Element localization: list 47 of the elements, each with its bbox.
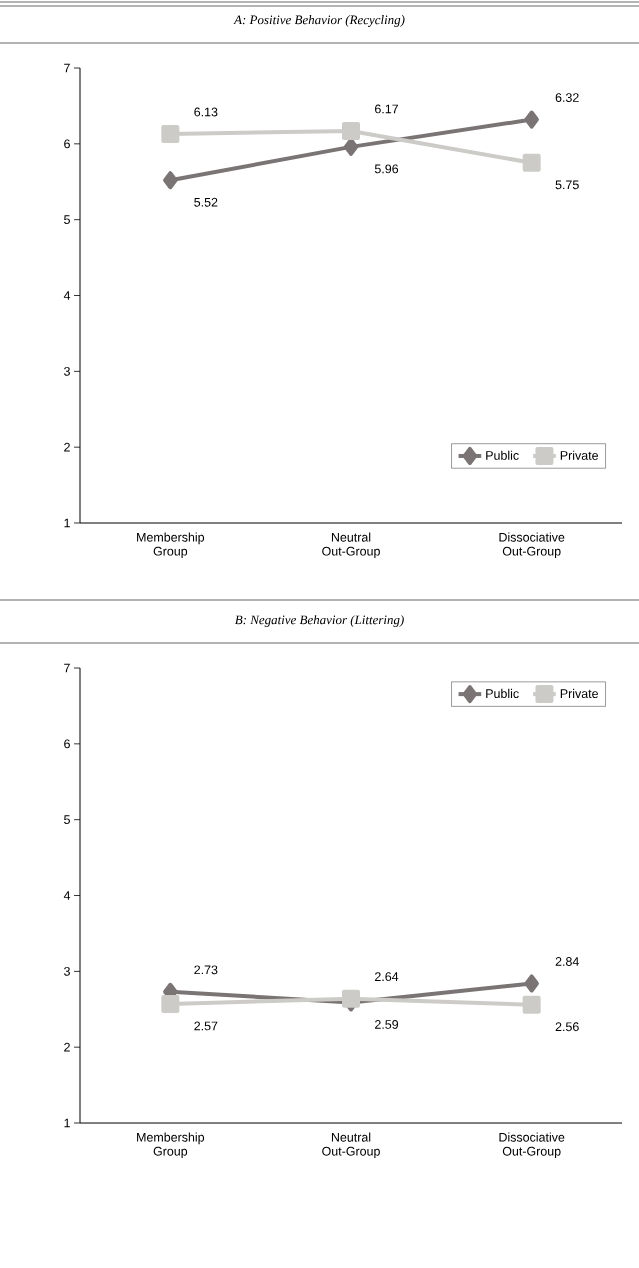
point xyxy=(161,124,180,143)
data-label: 2.73 xyxy=(194,965,218,975)
data-label: 5.75 xyxy=(555,180,579,190)
y-tick-label: 4 xyxy=(63,291,71,300)
point xyxy=(342,121,360,140)
data-label: 2.64 xyxy=(375,972,399,982)
point xyxy=(161,994,180,1013)
legend-label: Private xyxy=(560,450,598,460)
legend-label: Public xyxy=(486,450,519,460)
y-tick-label: 5 xyxy=(64,815,70,825)
y-tick-label: 6 xyxy=(64,139,70,149)
legend-label: Private xyxy=(560,688,598,698)
point xyxy=(342,989,360,1008)
point xyxy=(522,153,541,172)
y-tick-label: 3 xyxy=(64,366,70,376)
data-label: 5.52 xyxy=(194,197,218,207)
data-label: 2.59 xyxy=(375,1020,399,1029)
x-tick-label: Dissociative Out-Group xyxy=(499,532,565,559)
y-tick-label: 3 xyxy=(64,966,70,976)
data-label: 6.13 xyxy=(194,107,218,117)
y-tick-label: 4 xyxy=(63,891,71,900)
data-label: 2.84 xyxy=(555,957,579,966)
data-label: 5.96 xyxy=(374,164,399,174)
y-tick-label: 2 xyxy=(64,442,70,452)
y-tick-label: 7 xyxy=(64,63,70,73)
data-label: 2.56 xyxy=(555,1022,579,1032)
point xyxy=(163,171,178,190)
point xyxy=(524,974,539,993)
data-label: 6.17 xyxy=(375,104,398,114)
y-tick-label: 7 xyxy=(64,663,70,673)
data-label: 2.57 xyxy=(194,1021,218,1031)
y-tick-label: 2 xyxy=(64,1042,70,1052)
y-tick-label: 1 xyxy=(64,518,70,528)
x-tick-label: Membership Group xyxy=(137,532,205,559)
y-tick-label: 5 xyxy=(64,215,70,225)
y-tick-label: 6 xyxy=(64,739,70,749)
x-tick-label: Membership Group xyxy=(137,1132,205,1159)
y-tick-label: 1 xyxy=(64,1118,70,1128)
point xyxy=(524,110,539,129)
point xyxy=(522,995,541,1014)
x-tick-label: Dissociative Out-Group xyxy=(499,1132,565,1159)
chart-title: A: Positive Behavior (Recycling) xyxy=(233,15,405,27)
x-tick-label: Neutral Out-Group xyxy=(322,1132,380,1159)
x-tick-label: Neutral Out-Group xyxy=(322,532,380,559)
data-label: 6.32 xyxy=(555,93,579,102)
legend-label: Public xyxy=(486,688,519,698)
chart-title: B: Negative Behavior (Littering) xyxy=(234,615,404,627)
